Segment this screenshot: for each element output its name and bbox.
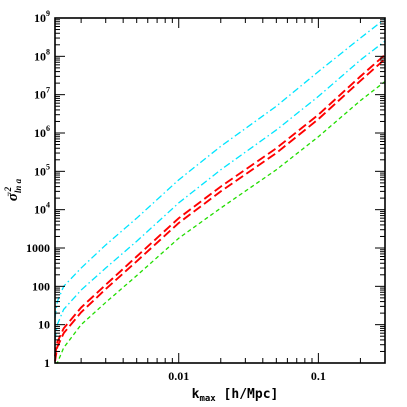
x-axis-label-sub: max [199, 394, 216, 404]
x-axis-label-unit: [h/Mpc] [216, 387, 279, 402]
x-axis-label-base: k [192, 387, 200, 402]
y-tick-label: 100 [32, 279, 50, 293]
y-axis-label-sup: −2 [3, 186, 13, 196]
y-tick-label: 108 [34, 47, 50, 63]
y-axis-label-sub: ln a [13, 178, 23, 193]
y-axis-label-base: σ [5, 192, 21, 201]
y-tick-label: 1000 [26, 241, 50, 255]
series-line-2 [54, 40, 386, 341]
y-tick-label: 104 [34, 201, 50, 217]
x-tick-label: 0.1 [311, 369, 326, 383]
series-line-5 [55, 81, 386, 364]
y-tick-label: 10 [38, 318, 50, 332]
y-tick-label: 1 [44, 356, 50, 370]
y-tick-label: 106 [34, 124, 50, 140]
y-tick-label: 109 [34, 9, 50, 25]
plot-frame [54, 17, 386, 364]
series-line-1 [54, 18, 386, 319]
y-axis-label: σln a−2 [3, 178, 23, 201]
ticks-layer: 0.01 0.1 1 10 100 1000 104 105 106 107 108 109 [26, 9, 385, 383]
y-tick-label: 105 [34, 162, 50, 178]
x-axis-label: kmax [h/Mpc] [192, 387, 279, 404]
x-tick-label: 0.01 [168, 369, 189, 383]
y-tick-label: 107 [34, 86, 50, 102]
series-line-3 [54, 54, 386, 357]
series-layer [54, 18, 386, 364]
series-line-4 [54, 58, 386, 362]
